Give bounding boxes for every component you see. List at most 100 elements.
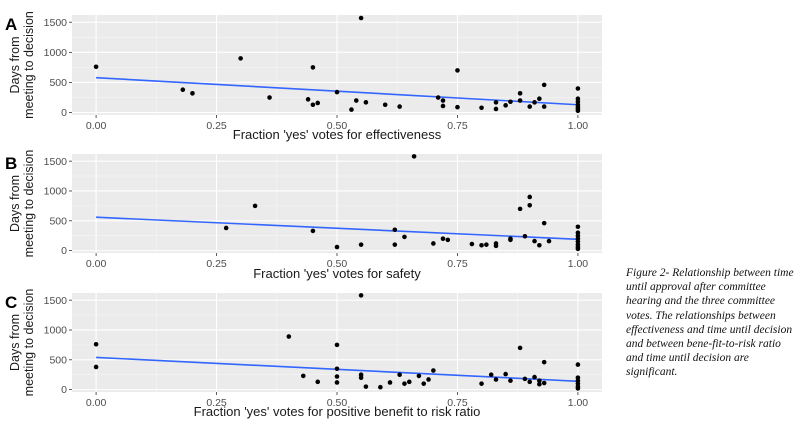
- x-axis-label-b: Fraction 'yes' votes for safety: [253, 266, 421, 281]
- data-point: [493, 106, 499, 112]
- data-point: [93, 341, 99, 347]
- x-axis-label-a: Fraction 'yes' votes for effectiveness: [233, 127, 442, 142]
- data-point: [455, 68, 460, 73]
- panel-a: 0 500 1000 1500 0.00 0.25 0.50 0.75 1.00 Fraction…: [5, 11, 602, 142]
- data-point: [517, 91, 523, 96]
- data-point: [387, 380, 393, 385]
- x-tick-label: 1.00: [568, 120, 589, 132]
- x-tick-label: 0.50: [327, 397, 348, 409]
- x-tick-label: 0.25: [206, 120, 227, 132]
- data-point: [532, 238, 537, 244]
- y-tick-label: 500: [49, 215, 67, 227]
- data-point: [493, 100, 499, 105]
- x-tick-label: 0.00: [86, 120, 107, 132]
- panel-b: 0 500 1000 1500 0.00 0.25 0.50 0.75 1.00 Fraction…: [5, 150, 602, 281]
- data-point: [537, 378, 542, 383]
- data-point: [267, 95, 272, 100]
- fit-line-b: [96, 216, 578, 241]
- data-point: [575, 386, 581, 391]
- data-point: [300, 373, 306, 379]
- y-tick-label: 1500: [44, 156, 68, 168]
- data-point: [426, 377, 431, 382]
- data-point: [334, 89, 340, 95]
- y-tick-label: 1000: [44, 47, 68, 59]
- data-point: [416, 373, 422, 379]
- data-point: [252, 203, 258, 209]
- y-tick-label: 1500: [44, 17, 68, 29]
- x-tick-label: 0.25: [206, 258, 227, 270]
- data-point: [397, 372, 402, 378]
- data-point: [527, 379, 533, 385]
- data-point: [532, 100, 537, 105]
- y-tick-label: 0: [61, 245, 67, 257]
- data-point: [411, 154, 417, 159]
- data-point: [93, 364, 99, 370]
- data-point: [305, 97, 311, 102]
- data-point: [532, 374, 537, 380]
- data-point: [527, 194, 533, 200]
- data-point: [315, 379, 321, 385]
- data-point: [358, 15, 364, 21]
- data-point: [541, 380, 547, 386]
- data-point: [537, 96, 542, 102]
- data-point: [503, 103, 508, 108]
- x-tick-label: 0.50: [327, 120, 348, 132]
- x-tick-label: 0.25: [206, 397, 227, 409]
- data-point: [517, 345, 523, 351]
- data-point: [363, 384, 369, 389]
- data-point: [508, 378, 513, 383]
- x-tick-label: 1.00: [568, 397, 589, 409]
- data-point: [484, 242, 489, 247]
- data-point: [349, 107, 354, 112]
- panel-letter-b: B: [5, 154, 17, 173]
- data-point: [406, 379, 412, 385]
- data-point: [469, 241, 475, 247]
- data-point: [358, 375, 364, 380]
- data-point: [522, 376, 528, 382]
- x-tick-label: 0.50: [327, 258, 348, 270]
- data-point: [334, 366, 340, 372]
- x-tick-label: 0.00: [86, 397, 107, 409]
- x-tick-label: 1.00: [568, 258, 589, 270]
- data-point: [310, 228, 316, 234]
- data-point: [238, 56, 243, 61]
- data-point: [479, 242, 484, 248]
- data-point: [402, 381, 407, 386]
- y-tick-label: 1000: [44, 325, 68, 337]
- data-point: [334, 380, 340, 385]
- x-axis-label-c: Fraction 'yes' votes for positive benefi…: [194, 404, 481, 419]
- y-tick-label: 500: [49, 77, 67, 89]
- y-axis-label-c: meeting to decision: [22, 289, 36, 397]
- data-point: [310, 65, 316, 70]
- data-point: [537, 242, 542, 248]
- data-point: [310, 102, 316, 108]
- data-point: [93, 64, 99, 70]
- panel-letter-a: A: [5, 15, 17, 34]
- data-point: [334, 342, 340, 348]
- data-point: [392, 227, 398, 233]
- y-tick-label: 500: [49, 354, 67, 366]
- data-point: [180, 87, 186, 92]
- data-point: [440, 236, 446, 241]
- data-point: [363, 100, 369, 105]
- y-axis-label-a: meeting to decision: [22, 11, 36, 119]
- data-point: [392, 242, 398, 247]
- data-point: [488, 372, 494, 378]
- data-point: [493, 243, 499, 249]
- panel-letter-c: C: [5, 293, 17, 312]
- data-point: [575, 362, 581, 367]
- data-point: [358, 293, 364, 298]
- data-point: [334, 374, 340, 379]
- data-point: [517, 206, 523, 212]
- y-axis-label-b: meeting to decision: [22, 150, 36, 258]
- data-point: [575, 224, 581, 230]
- data-point: [508, 237, 513, 243]
- data-point: [397, 104, 402, 109]
- data-point: [315, 100, 321, 106]
- x-tick-label: 0.75: [447, 120, 468, 132]
- data-point: [575, 108, 581, 114]
- y-tick-label: 0: [61, 107, 67, 119]
- data-point: [493, 377, 499, 382]
- y-tick-label: 1000: [44, 186, 68, 198]
- data-point: [527, 202, 533, 208]
